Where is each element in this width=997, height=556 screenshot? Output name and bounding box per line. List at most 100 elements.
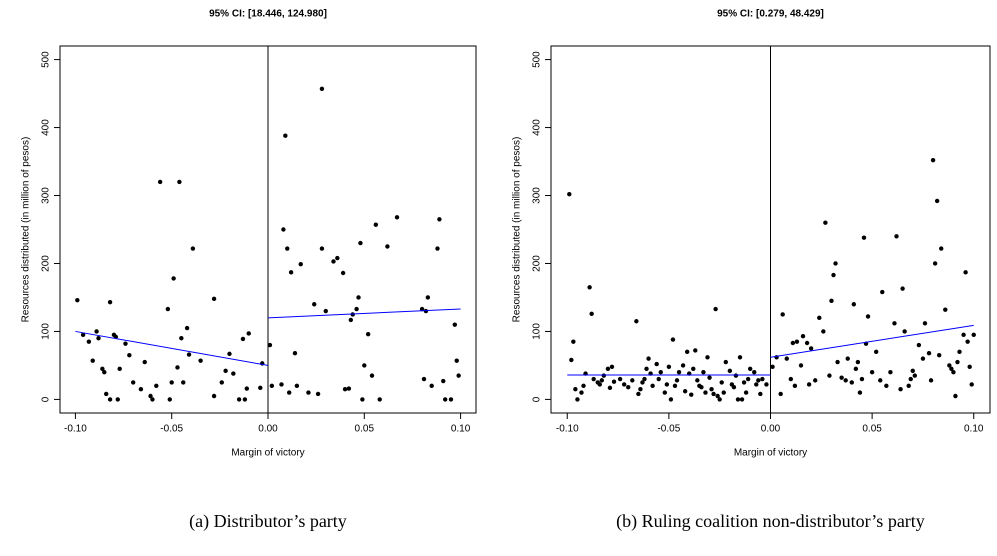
point (179, 336, 184, 341)
point (939, 246, 944, 251)
point (184, 325, 190, 331)
point (845, 356, 850, 361)
point (804, 340, 810, 346)
point (157, 179, 163, 185)
point (644, 366, 649, 372)
point (319, 246, 325, 251)
point (798, 363, 804, 368)
x-tick-label: -0.05 (160, 424, 183, 435)
point (177, 179, 182, 185)
point (788, 376, 794, 382)
point (823, 220, 828, 225)
point (680, 363, 686, 368)
point (898, 387, 903, 392)
point (154, 383, 159, 389)
point (745, 376, 751, 382)
point (758, 391, 763, 397)
caption: (b) Ruling coalition non-distributor’s p… (616, 511, 925, 532)
point (731, 384, 737, 390)
point (100, 366, 105, 372)
point (142, 359, 147, 365)
point (930, 157, 936, 163)
point (244, 386, 250, 391)
point (821, 329, 826, 334)
point (597, 382, 602, 387)
point (723, 359, 728, 365)
point (934, 198, 940, 204)
point (827, 373, 832, 378)
point (90, 358, 95, 363)
point (571, 339, 576, 344)
point (833, 261, 838, 266)
point (947, 363, 952, 368)
point (689, 392, 694, 397)
point (75, 297, 80, 303)
point (358, 240, 363, 246)
point (739, 397, 745, 402)
point (354, 306, 359, 312)
point (365, 331, 371, 337)
point (961, 332, 966, 338)
x-axis-label: Margin of victory (734, 448, 807, 459)
point (699, 384, 704, 390)
point (117, 366, 122, 372)
point (910, 368, 915, 374)
point (800, 334, 806, 339)
chart-title: 95% CI: [18.446, 124.980] (209, 9, 327, 20)
point (567, 191, 572, 197)
point (601, 373, 607, 378)
point (735, 397, 741, 402)
point (721, 390, 726, 395)
y-tick-label: 400 (41, 119, 52, 136)
point (421, 376, 427, 382)
point (323, 308, 328, 314)
point (283, 133, 288, 138)
point (181, 380, 186, 385)
point (599, 378, 605, 383)
point (743, 390, 749, 395)
x-tick-label: -0.10 (64, 424, 87, 435)
point (227, 351, 232, 357)
point (452, 322, 458, 327)
point (190, 246, 196, 251)
point (794, 339, 800, 344)
point (672, 383, 678, 389)
point (662, 390, 668, 395)
point (621, 382, 627, 387)
point (949, 366, 954, 372)
point (575, 397, 580, 402)
point (107, 397, 113, 402)
point (573, 387, 578, 392)
point (695, 378, 700, 383)
point (717, 397, 722, 402)
point (267, 342, 273, 348)
point (242, 397, 248, 402)
point (186, 352, 192, 357)
point (754, 382, 759, 387)
point (951, 370, 956, 375)
point (713, 306, 718, 312)
point (286, 390, 292, 395)
y-tick-label: 300 (532, 187, 543, 204)
point (86, 339, 92, 344)
point (928, 378, 934, 383)
fit-line (267, 308, 461, 319)
point (373, 222, 379, 227)
point (691, 366, 696, 372)
fit-line (770, 324, 974, 358)
x-tick-label: 0.10 (964, 424, 984, 435)
point (236, 397, 242, 402)
point (752, 370, 757, 375)
point (908, 376, 913, 382)
point (764, 382, 769, 387)
point (760, 376, 765, 382)
point (611, 379, 617, 384)
point (171, 276, 176, 281)
point (279, 382, 284, 387)
point (839, 375, 844, 380)
point (634, 319, 639, 324)
point (288, 270, 294, 275)
point (855, 359, 861, 365)
point (835, 359, 840, 365)
point (727, 368, 733, 374)
